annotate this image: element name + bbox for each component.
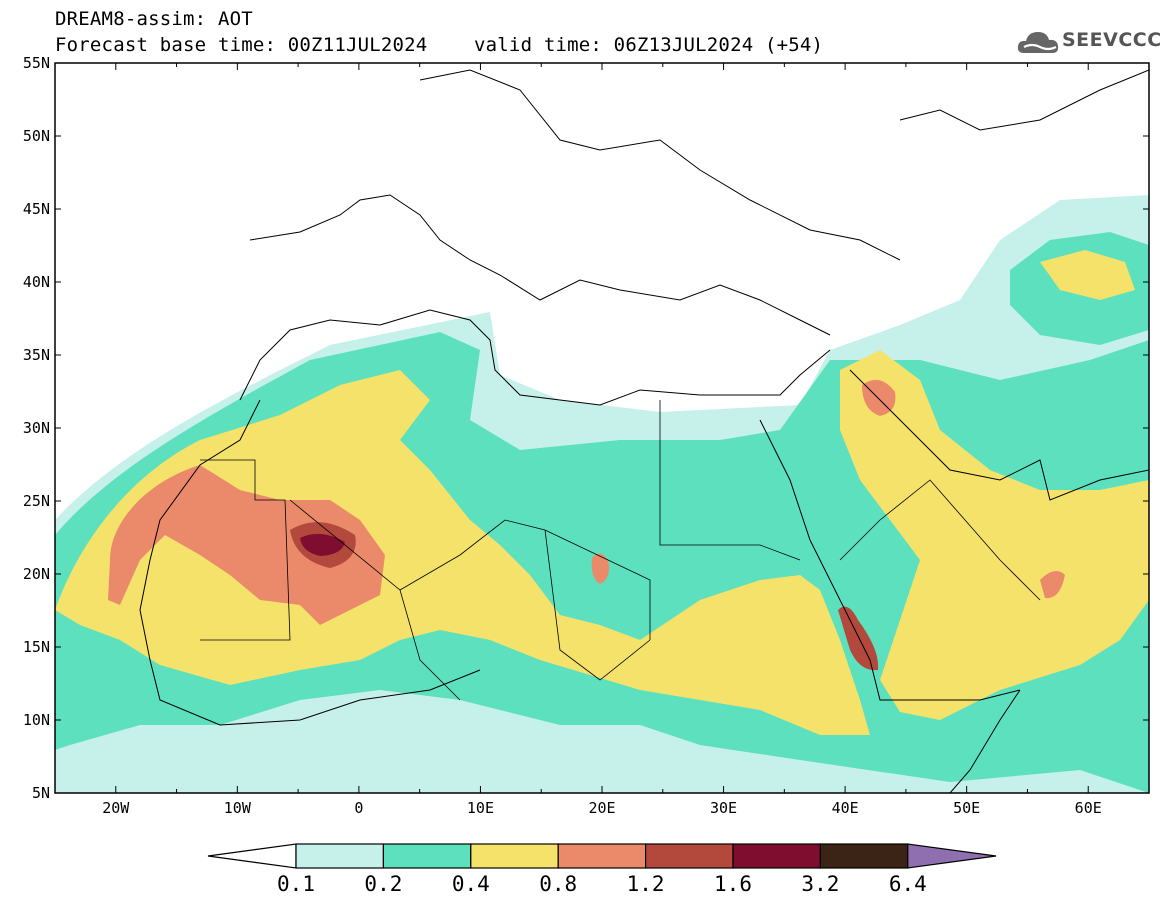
colorbar-label: 0.1 xyxy=(277,872,315,896)
coastlines xyxy=(139,69,1149,793)
colorbar-label: 0.2 xyxy=(364,872,402,896)
lon-label: 60E xyxy=(1075,799,1102,817)
logo-text: SEEVCCC xyxy=(1062,29,1162,51)
colorbar-swatch xyxy=(295,843,385,869)
lon-label: 20E xyxy=(588,799,615,817)
forecast-time-line: Forecast base time: 00Z11JUL2024 valid t… xyxy=(55,34,823,56)
longitude-labels: 20W 10W 0 10E 20E 30E 40E 50E 60E xyxy=(102,799,1102,817)
axis-ticks xyxy=(55,62,1149,794)
lat-label: 20N xyxy=(23,565,50,583)
aot-field xyxy=(55,63,1149,793)
lat-label: 30N xyxy=(23,419,50,437)
aot-contour-0.4-arabia xyxy=(840,350,1149,720)
lat-label: 55N xyxy=(23,54,50,72)
lon-label: 50E xyxy=(953,799,980,817)
lat-label: 10N xyxy=(23,711,50,729)
colorbar-label: 0.4 xyxy=(452,872,490,896)
colorbar: 0.1 0.2 0.4 0.8 1.2 1.6 3.2 6.4 xyxy=(207,843,997,896)
lat-label: 35N xyxy=(23,346,50,364)
latitude-labels: 55N 50N 45N 40N 35N 30N 25N 20N 15N 10N 5N xyxy=(23,54,50,802)
aot-contour-0.8-sahara xyxy=(108,465,385,625)
lon-label: 10W xyxy=(224,799,252,817)
lat-label: 25N xyxy=(23,492,50,510)
aot-contour-1.6 xyxy=(300,533,345,556)
base-time-label: Forecast base time: 00Z11JUL2024 xyxy=(55,34,428,56)
aot-contour-1.2-eritrea xyxy=(838,606,879,671)
colorbar-swatch xyxy=(819,843,909,869)
cloud-icon xyxy=(1017,32,1059,53)
lat-label: 15N xyxy=(23,638,50,656)
colorbar-swatch xyxy=(470,843,559,869)
colorbar-label: 1.2 xyxy=(627,872,665,896)
colorbar-label: 3.2 xyxy=(801,872,839,896)
lon-label: 40E xyxy=(832,799,859,817)
country-borders xyxy=(200,400,1041,701)
lat-label: 50N xyxy=(23,127,50,145)
lon-label: 10E xyxy=(467,799,494,817)
lat-label: 40N xyxy=(23,273,50,291)
aot-contour-0.4-west xyxy=(55,370,870,735)
lat-label: 45N xyxy=(23,200,50,218)
colorbar-label: 6.4 xyxy=(889,872,927,896)
lat-label: 5N xyxy=(32,784,50,802)
lon-label: 0 xyxy=(354,799,363,817)
aot-contour-0.8-chad xyxy=(591,553,609,584)
colorbar-swatch xyxy=(732,843,822,869)
seevccc-logo: SEEVCCC xyxy=(1016,26,1161,58)
colorbar-swatch xyxy=(557,843,647,869)
colorbar-label: 1.6 xyxy=(714,872,752,896)
lon-label: 30E xyxy=(710,799,737,817)
colorbar-label: 0.8 xyxy=(539,872,577,896)
colorbar-high-arrow xyxy=(907,843,997,869)
valid-time-label: valid time: 06Z13JUL2024 (+54) xyxy=(474,34,824,56)
map-title: DREAM8-assim: AOT xyxy=(55,8,253,30)
colorbar-swatch xyxy=(644,843,734,869)
colorbar-low-arrow xyxy=(207,843,297,869)
lon-label: 20W xyxy=(102,799,130,817)
aot-contour-0.8-oman xyxy=(1040,571,1065,599)
colorbar-swatch xyxy=(382,843,472,869)
aot-contour-0.4-caspian xyxy=(1040,250,1135,300)
